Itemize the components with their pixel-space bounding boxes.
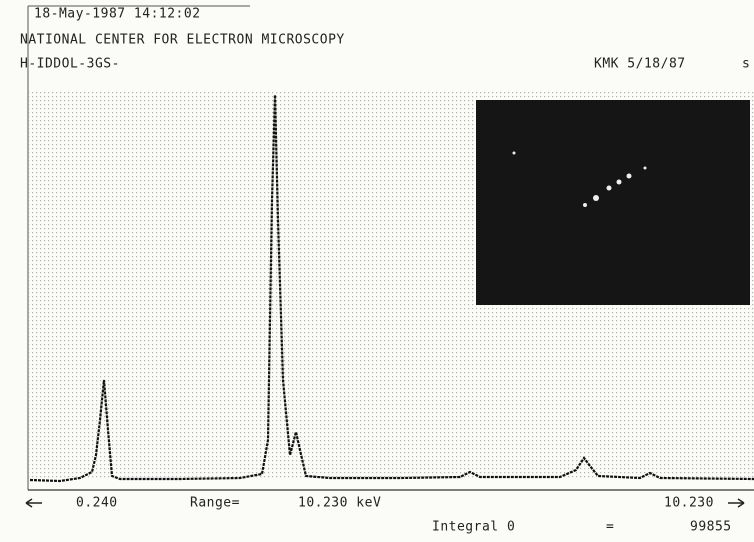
operator: KMK 5/18/87 xyxy=(594,57,686,72)
range-start: 0.240 xyxy=(76,496,118,511)
cut-text: s xyxy=(742,57,750,72)
integral-equals: = xyxy=(606,520,614,535)
range-value: 10.230 keV xyxy=(298,496,381,511)
spectrum-trace xyxy=(29,94,754,483)
range-label: Range= xyxy=(190,496,240,511)
integral-value: 99855 xyxy=(690,520,732,535)
right-arrow xyxy=(728,498,745,508)
sample-id: H-IDDOL-3GS- xyxy=(20,57,120,72)
range-end: 10.230 xyxy=(664,496,714,511)
inset-spots xyxy=(512,151,647,207)
left-arrow xyxy=(25,498,42,508)
institution: NATIONAL CENTER FOR ELECTRON MICROSCOPY xyxy=(20,33,345,48)
integral-label: Integral 0 xyxy=(432,520,515,535)
timestamp: 18-May-1987 14:12:02 xyxy=(34,7,201,22)
image-inset xyxy=(476,100,750,305)
